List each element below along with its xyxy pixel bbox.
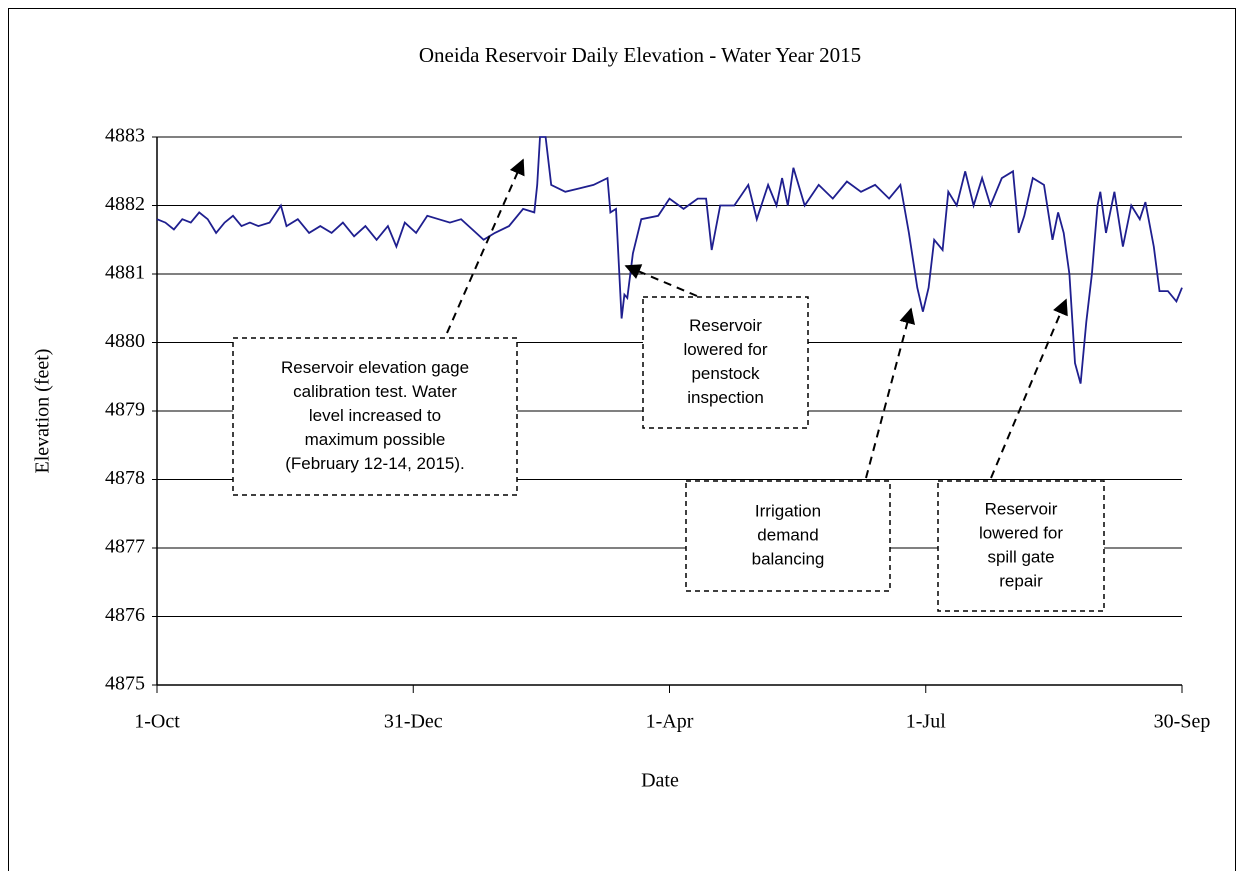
annotation-box (642, 296, 809, 429)
annotation-text: level increased to (309, 406, 441, 425)
y-tick-label: 4883 (105, 125, 145, 147)
x-tick-label: 1-Jul (906, 711, 946, 733)
y-axis-label: Elevation (feet) (32, 349, 54, 474)
y-tick-label: 4877 (105, 536, 145, 558)
annotation-text: calibration test. Water (293, 382, 457, 401)
x-tick-label: 31-Dec (384, 711, 443, 733)
annotation-text: Irrigation (755, 501, 821, 520)
annotation-box (685, 480, 891, 592)
arrow (865, 307, 916, 479)
annotation-text: Reservoir (689, 316, 762, 335)
y-tick-label: 4880 (105, 330, 145, 352)
annotation-text: maximum possible (305, 430, 446, 449)
annotation-text: lowered for (979, 523, 1063, 542)
arrow (446, 158, 525, 334)
annotation-text: demand (757, 525, 818, 544)
x-tick-label: 1-Oct (134, 711, 180, 733)
y-tick-label: 4879 (105, 399, 145, 421)
annotation-text: penstock (691, 364, 760, 383)
y-tick-label: 4882 (105, 193, 145, 215)
x-tick-label: 1-Apr (646, 711, 694, 733)
annotation-text: Reservoir (985, 499, 1058, 518)
annotation-text: Reservoir elevation gage (281, 358, 469, 377)
y-tick-label: 4878 (105, 467, 145, 489)
y-tick-label: 4876 (105, 604, 145, 626)
annotation-text: balancing (752, 549, 825, 568)
annotation-box (232, 337, 518, 496)
frame (8, 8, 1236, 871)
y-tick-label: 4875 (105, 673, 145, 695)
arrow (624, 264, 698, 297)
annotation-text: spill gate (987, 547, 1054, 566)
annotation-text: repair (999, 571, 1043, 590)
y-tick-label: 4881 (105, 262, 145, 284)
annotation-box (937, 480, 1105, 612)
chart-title: Oneida Reservoir Daily Elevation - Water… (419, 43, 861, 67)
x-axis-label: Date (641, 770, 679, 792)
annotation-text: lowered for (683, 340, 767, 359)
annotation-text: (February 12-14, 2015). (285, 454, 465, 473)
x-tick-label: 30-Sep (1154, 711, 1211, 733)
annotation-text: inspection (687, 388, 764, 407)
arrow (990, 298, 1068, 479)
data-line (156, 136, 1183, 384)
